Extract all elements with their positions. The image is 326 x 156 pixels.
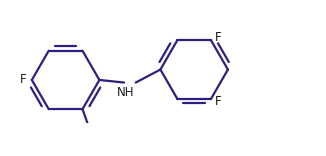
- Text: F: F: [20, 73, 27, 86]
- Text: F: F: [215, 31, 222, 44]
- Text: NH: NH: [117, 86, 134, 99]
- Text: F: F: [215, 95, 222, 108]
